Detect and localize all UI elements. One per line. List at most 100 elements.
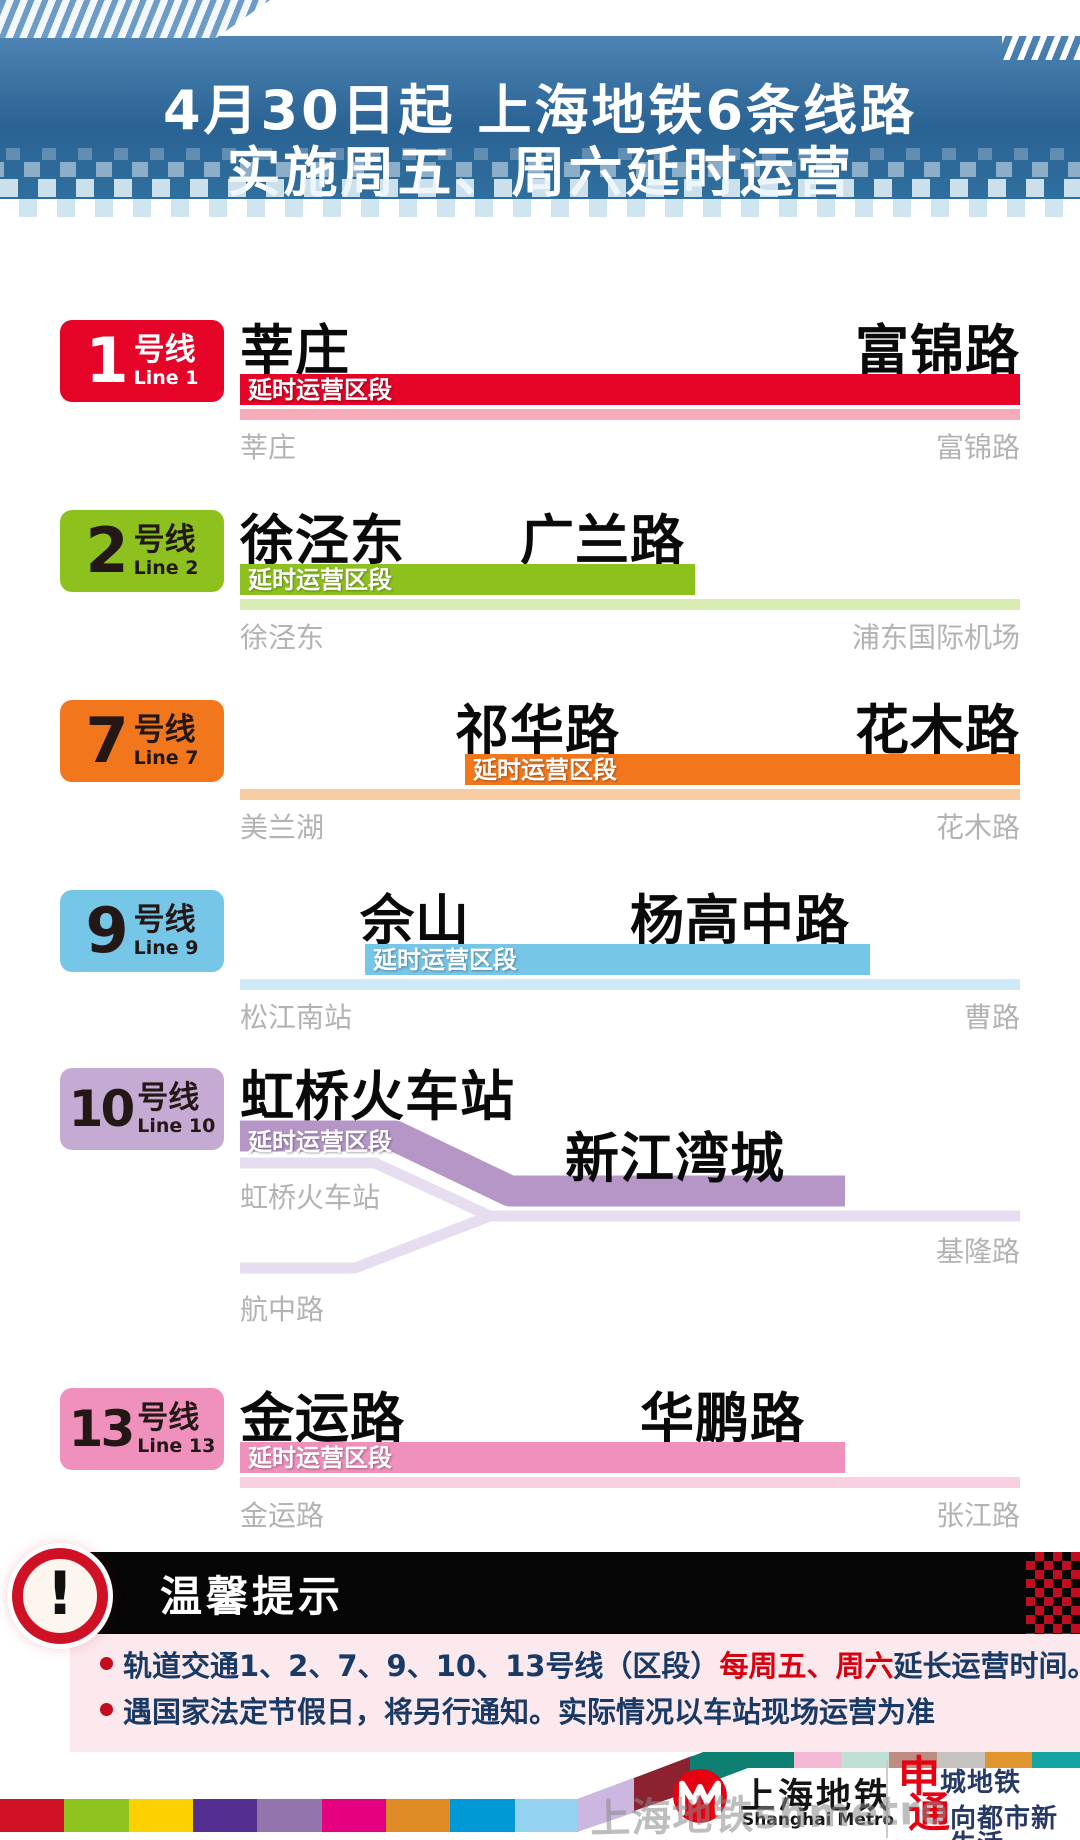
shanghai-metro-logo bbox=[672, 1768, 728, 1824]
notice-title: 温馨提示 bbox=[160, 1571, 345, 1621]
notice-bullet-1: 轨道交通1、2、7、9、10、13号线（区段）每周五、周六延长运营时间。 bbox=[100, 1648, 1080, 1686]
terminal-left: 莘庄 bbox=[240, 431, 297, 464]
slogan-rest-2: 向都市新生活 bbox=[950, 1804, 1059, 1840]
line-suffix: 号线 bbox=[137, 1399, 200, 1436]
line-number: 1 bbox=[85, 324, 129, 398]
terminal-right: 基隆路 bbox=[935, 1235, 1020, 1268]
line-suffix: 号线 bbox=[133, 711, 196, 748]
line-suffix: 号线 bbox=[137, 1079, 200, 1116]
segment-label: 延时运营区段 bbox=[473, 755, 617, 784]
checker-row-decor bbox=[0, 162, 1080, 177]
notice-bullet-2: 遇国家法定节假日，将另行通知。实际情况以车站现场运营为准 bbox=[100, 1694, 1080, 1732]
station-highlight-left: 虹桥火车站 bbox=[240, 1065, 515, 1128]
line-number: 7 bbox=[85, 704, 129, 778]
segment-label: 延时运营区段 bbox=[248, 565, 392, 594]
slogan-big-char-2: 通 bbox=[908, 1788, 951, 1837]
station-highlight-right: 广兰路 bbox=[520, 509, 685, 572]
slogan-big-char-1: 申 bbox=[898, 1752, 941, 1801]
line-1-badge: 1 号线 Line 1 bbox=[60, 320, 224, 402]
station-highlight-right: 杨高中路 bbox=[630, 889, 850, 952]
terminal-left: 美兰湖 bbox=[240, 811, 325, 844]
bullet-dot bbox=[100, 1702, 113, 1716]
brand-name-cn: 上海地铁 bbox=[740, 1777, 893, 1817]
station-highlight-right: 花木路 bbox=[855, 699, 1020, 762]
metro-color-stripe-bottom bbox=[0, 1799, 579, 1832]
terminal-right: 浦东国际机场 bbox=[851, 621, 1020, 654]
terminal-right: 富锦路 bbox=[935, 431, 1020, 464]
line-suffix: 号线 bbox=[133, 331, 196, 368]
line-9-badge: 9 号线 Line 9 bbox=[60, 890, 224, 972]
terminal-left: 金运路 bbox=[240, 1499, 325, 1532]
extended-segment-bar: 延时运营区段 bbox=[465, 754, 1020, 785]
checker-row-decor bbox=[0, 179, 1080, 197]
notice-panel: 轨道交通1、2、7、9、10、13号线（区段）每周五、周六延长运营时间。 遇国家… bbox=[70, 1634, 1080, 1752]
line-suffix: 号线 bbox=[133, 901, 196, 938]
route-line bbox=[240, 979, 1020, 990]
route-line bbox=[240, 1477, 1020, 1488]
line-13-badge: 13 号线 Line 13 bbox=[60, 1388, 224, 1470]
bullet-dot bbox=[100, 1657, 113, 1670]
terminal-branch: 航中路 bbox=[240, 1293, 325, 1326]
station-highlight-right: 富锦路 bbox=[855, 319, 1020, 382]
notice-title-bar: 温馨提示 bbox=[70, 1552, 1080, 1634]
segment-label: 延时运营区段 bbox=[248, 1128, 392, 1156]
line-suffix: 号线 bbox=[133, 521, 196, 558]
terminal-right: 张江路 bbox=[935, 1499, 1020, 1532]
terminal-left: 徐泾东 bbox=[240, 621, 325, 654]
line-number: 10 bbox=[68, 1079, 136, 1138]
station-highlight-right: 华鹏路 bbox=[640, 1387, 805, 1450]
terminal-right: 曹路 bbox=[963, 1001, 1020, 1034]
line-10-badge: 10 号线 Line 10 bbox=[60, 1068, 224, 1150]
header-stripes-right-decor bbox=[1002, 28, 1080, 60]
route-line-branch bbox=[240, 1210, 492, 1274]
header-background bbox=[0, 36, 1080, 199]
route-line bbox=[240, 599, 1020, 610]
station-highlight-left: 祁华路 bbox=[455, 699, 620, 762]
line-name-en: Line 2 bbox=[133, 556, 199, 579]
terminal-left: 虹桥火车站 bbox=[240, 1181, 381, 1214]
station-highlight-left: 徐泾东 bbox=[240, 509, 405, 572]
station-highlight-left: 佘山 bbox=[360, 889, 470, 952]
slogan-rest-1: 城地铁 bbox=[940, 1768, 1022, 1798]
line-name-en: Line 13 bbox=[137, 1434, 216, 1457]
poster-title-line1: 4月30日起 上海地铁6条线路 bbox=[162, 79, 918, 142]
line-number: 13 bbox=[68, 1399, 136, 1458]
station-highlight-left: 金运路 bbox=[240, 1387, 405, 1450]
checker-row-decor bbox=[0, 199, 1080, 217]
route-line-main bbox=[240, 1157, 1020, 1222]
notice-text: 轨道交通1、2、7、9、10、13号线（区段）每周五、周六延长运营时间。 bbox=[123, 1648, 1080, 1686]
watermark: 上海地铁shmetro bbox=[589, 1787, 950, 1840]
warning-icon: ! bbox=[12, 1548, 108, 1644]
extended-segment-bar: 延时运营区段 bbox=[240, 564, 695, 595]
line-10-branch-diagram bbox=[240, 1117, 1020, 1277]
route-line bbox=[240, 409, 1020, 420]
line-name-en: Line 9 bbox=[133, 936, 199, 959]
slogan-line-2: 通 向都市新生活 bbox=[908, 1792, 1080, 1840]
slogan-line-1: 申 城地铁 bbox=[898, 1756, 1080, 1798]
exclamation-glyph: ! bbox=[46, 1559, 74, 1629]
line-7-badge: 7 号线 Line 7 bbox=[60, 700, 224, 782]
line-number: 2 bbox=[85, 514, 129, 588]
line-name-en: Line 1 bbox=[133, 366, 199, 389]
extended-segment-path bbox=[240, 1120, 845, 1207]
header-stripes-left-decor bbox=[0, 0, 270, 38]
segment-label: 延时运营区段 bbox=[373, 945, 517, 974]
line-number: 9 bbox=[85, 894, 129, 968]
line-name-en: Line 10 bbox=[137, 1114, 216, 1137]
notice-bullet-1-pre: 轨道交通1、2、7、9、10、13号线（区段） bbox=[123, 1649, 720, 1683]
segment-label: 延时运营区段 bbox=[248, 1443, 392, 1472]
station-highlight-left: 莘庄 bbox=[240, 319, 350, 382]
station-highlight-right: 新江湾城 bbox=[565, 1127, 785, 1190]
checker-row-decor bbox=[0, 148, 1080, 160]
notice-bullet-2-text: 遇国家法定节假日，将另行通知。实际情况以车站现场运营为准 bbox=[123, 1694, 936, 1729]
terminal-right: 花木路 bbox=[935, 811, 1020, 844]
terminal-left: 松江南站 bbox=[240, 1001, 353, 1034]
notice-bullet-1-post: 延长运营时间。 bbox=[893, 1649, 1080, 1683]
footer-divider bbox=[886, 1760, 888, 1838]
line-2-badge: 2 号线 Line 2 bbox=[60, 510, 224, 592]
segment-label: 延时运营区段 bbox=[248, 375, 392, 404]
red-pixel-decor bbox=[1026, 1552, 1080, 1634]
extended-segment-bar: 延时运营区段 bbox=[240, 374, 1020, 405]
extended-segment-bar: 延时运营区段 bbox=[365, 944, 870, 975]
